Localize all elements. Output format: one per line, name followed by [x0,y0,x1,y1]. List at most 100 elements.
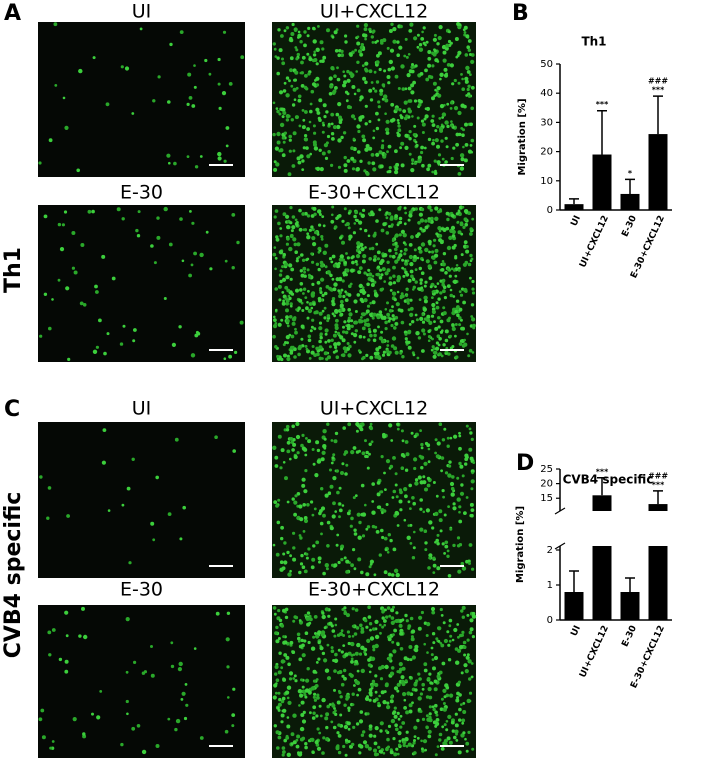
cell [470,662,474,665]
cell [456,536,461,540]
cell [280,525,284,530]
cell [324,332,328,336]
cell [402,233,407,238]
cell [395,611,399,615]
cell [343,703,347,707]
cell [350,516,354,521]
cell [303,693,307,697]
cell [467,354,471,358]
cell [331,35,335,39]
cell [361,451,366,456]
cell [321,651,326,656]
cell [358,318,362,323]
cell [385,459,391,464]
cell [422,510,426,514]
cell [318,326,323,331]
cell [459,166,465,171]
cell [308,228,312,232]
cell [131,112,135,115]
cell [414,268,418,271]
cell [363,33,368,38]
y-axis-label: Migration [%] [515,506,526,583]
cell [418,298,422,301]
cell [126,486,131,491]
cell [395,244,399,249]
cell [388,166,392,170]
cell [472,326,476,330]
cell [417,221,421,225]
cell [399,714,403,718]
cell [98,318,102,323]
cell [324,716,329,721]
cell [333,74,337,78]
cell [337,648,341,652]
cell [277,609,281,613]
cell [342,83,347,88]
cell [293,500,298,505]
cell [435,301,439,305]
cell [464,737,467,741]
cell [378,208,382,212]
cell [398,739,402,743]
cell [338,508,343,513]
cell [421,320,426,324]
cell [279,122,285,128]
cell [390,102,395,107]
cell [405,744,409,748]
cell [386,737,390,742]
cell [408,675,412,679]
cell [412,501,417,506]
cell [285,214,290,219]
cell [444,271,448,275]
cell [300,337,304,341]
cell [418,454,422,458]
cell [279,148,284,153]
cell [368,146,373,151]
cell [277,702,282,707]
cell [409,312,414,317]
cell [354,651,359,656]
cell [471,317,476,322]
cell [337,289,341,293]
cell [274,691,278,695]
cell [306,268,310,272]
cell [332,263,337,268]
cell [433,171,438,175]
cell [285,275,290,280]
cell [443,738,448,744]
cell [448,460,452,464]
cell [465,496,469,499]
cell [425,634,429,637]
cell [282,635,286,639]
cell [389,750,394,755]
cell [378,553,382,557]
cell [290,742,294,746]
cell [333,634,337,638]
cell [315,661,319,664]
cell [418,47,424,52]
panel-letter: B [512,1,529,26]
cell [291,215,296,219]
cell [272,42,276,46]
cell [290,267,295,272]
cell [470,675,474,679]
cell [314,473,319,478]
cell [399,146,402,150]
cell [461,721,465,725]
cell [331,456,335,460]
cell [427,329,431,334]
cell [439,77,442,81]
cell [288,246,293,252]
cell [282,552,286,556]
cell [383,623,387,627]
cell [464,80,469,84]
cell [333,707,336,710]
cell [354,320,358,325]
cell [340,53,345,58]
cell [317,556,322,561]
cell [398,216,403,221]
cell [396,275,401,280]
cell [281,61,286,66]
cell [413,735,417,738]
cell [312,635,316,639]
